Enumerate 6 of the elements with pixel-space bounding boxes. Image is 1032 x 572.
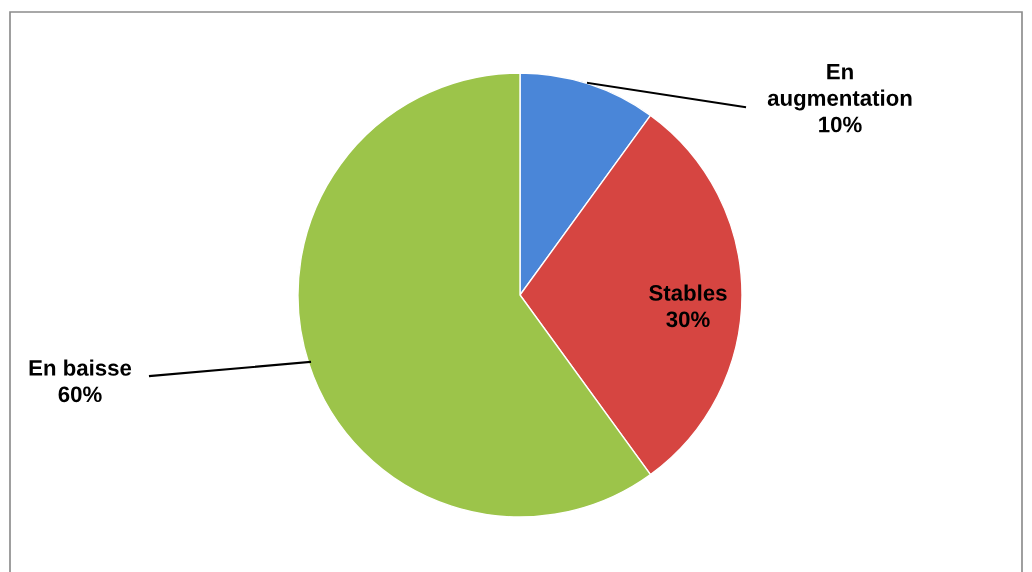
slice-label: En augmentation: [767, 64, 912, 111]
slice-label: Stables: [649, 284, 727, 301]
data-label: 30%: [666, 311, 710, 328]
slice-label: En baisse: [29, 359, 132, 376]
data-label: 10%: [819, 116, 862, 133]
data-label: 60%: [58, 386, 102, 403]
